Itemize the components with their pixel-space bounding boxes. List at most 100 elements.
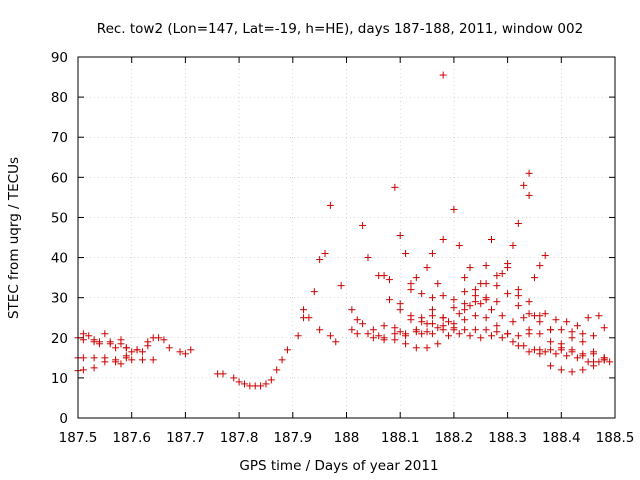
data-point: [568, 348, 576, 356]
data-point: [525, 169, 533, 177]
data-point: [471, 298, 479, 306]
data-point: [364, 330, 372, 338]
data-point: [471, 292, 479, 300]
x-tick-label: 187.8: [220, 430, 259, 446]
data-point: [128, 348, 136, 356]
data-point: [428, 294, 436, 302]
data-point: [321, 250, 329, 258]
data-point: [391, 330, 399, 338]
y-tick-label: 20: [51, 331, 68, 347]
data-point: [493, 322, 501, 330]
data-point: [514, 286, 522, 294]
y-tick-label: 70: [51, 130, 68, 146]
data-point: [536, 330, 544, 338]
data-point: [487, 236, 495, 244]
data-point: [568, 368, 576, 376]
data-point: [579, 338, 587, 346]
data-point: [557, 366, 565, 374]
y-tick-labels: 0 10 20 30 40 50 60 70 80 90: [51, 50, 68, 427]
data-point: [439, 292, 447, 300]
data-point: [600, 356, 608, 364]
data-point: [536, 318, 544, 326]
data-point: [160, 336, 168, 344]
data-point: [396, 328, 404, 336]
data-point: [434, 280, 442, 288]
data-point: [579, 352, 587, 360]
x-tick-label: 188.4: [542, 430, 581, 446]
data-point: [364, 254, 372, 262]
data-point: [149, 356, 157, 364]
data-point: [504, 330, 512, 338]
data-point: [85, 332, 93, 340]
data-point: [504, 290, 512, 298]
data-point: [525, 191, 533, 199]
data-point: [369, 326, 377, 334]
data-point: [493, 328, 501, 336]
data-point: [278, 356, 286, 364]
data-point: [557, 326, 565, 334]
data-point: [138, 356, 146, 364]
data-point: [112, 344, 120, 352]
data-point: [112, 356, 120, 364]
data-point: [439, 71, 447, 79]
data-point: [514, 292, 522, 300]
data-point: [90, 354, 98, 362]
data-point: [487, 306, 495, 314]
data-point: [482, 326, 490, 334]
data-point: [482, 280, 490, 288]
y-tick-label: 40: [51, 251, 68, 267]
data-point: [418, 318, 426, 326]
data-point: [434, 340, 442, 348]
data-point: [547, 338, 555, 346]
data-point: [418, 330, 426, 338]
data-point: [606, 358, 614, 366]
data-point: [359, 320, 367, 328]
data-point: [455, 242, 463, 250]
data-point: [477, 334, 485, 342]
data-point: [498, 334, 506, 342]
data-point: [375, 332, 383, 340]
data-point: [584, 314, 592, 322]
data-point: [471, 312, 479, 320]
data-point: [122, 344, 130, 352]
data-point: [552, 316, 560, 324]
data-point: [439, 322, 447, 330]
data-point: [493, 298, 501, 306]
data-point: [133, 346, 141, 354]
data-point: [493, 282, 501, 290]
data-point: [396, 306, 404, 314]
data-point: [283, 346, 291, 354]
data-point: [396, 231, 404, 239]
data-point: [493, 272, 501, 280]
data-point: [257, 382, 265, 390]
data-point: [122, 352, 130, 360]
data-point: [402, 250, 410, 258]
data-point: [450, 304, 458, 312]
data-point: [514, 332, 522, 340]
data-point: [450, 296, 458, 304]
data-point: [428, 312, 436, 320]
data-point: [230, 374, 238, 382]
data-point: [498, 270, 506, 278]
data-point: [547, 346, 555, 354]
data-point: [385, 296, 393, 304]
data-point: [504, 260, 512, 268]
data-point: [412, 326, 420, 334]
data-point: [455, 330, 463, 338]
data-point: [369, 334, 377, 342]
data-point: [466, 264, 474, 272]
data-point: [423, 264, 431, 272]
data-point: [407, 286, 415, 294]
y-tick-label: 60: [51, 170, 68, 186]
data-point: [520, 314, 528, 322]
y-tick-label: 50: [51, 210, 68, 226]
y-tick-label: 80: [51, 90, 68, 106]
data-point: [509, 318, 517, 326]
data-point: [235, 378, 243, 386]
data-point: [557, 344, 565, 352]
data-point: [563, 352, 571, 360]
data-point: [461, 288, 469, 296]
data-point: [144, 338, 152, 346]
data-point: [423, 344, 431, 352]
data-point: [117, 340, 125, 348]
